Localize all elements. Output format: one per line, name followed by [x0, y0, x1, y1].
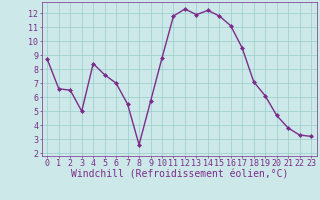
X-axis label: Windchill (Refroidissement éolien,°C): Windchill (Refroidissement éolien,°C) — [70, 170, 288, 180]
